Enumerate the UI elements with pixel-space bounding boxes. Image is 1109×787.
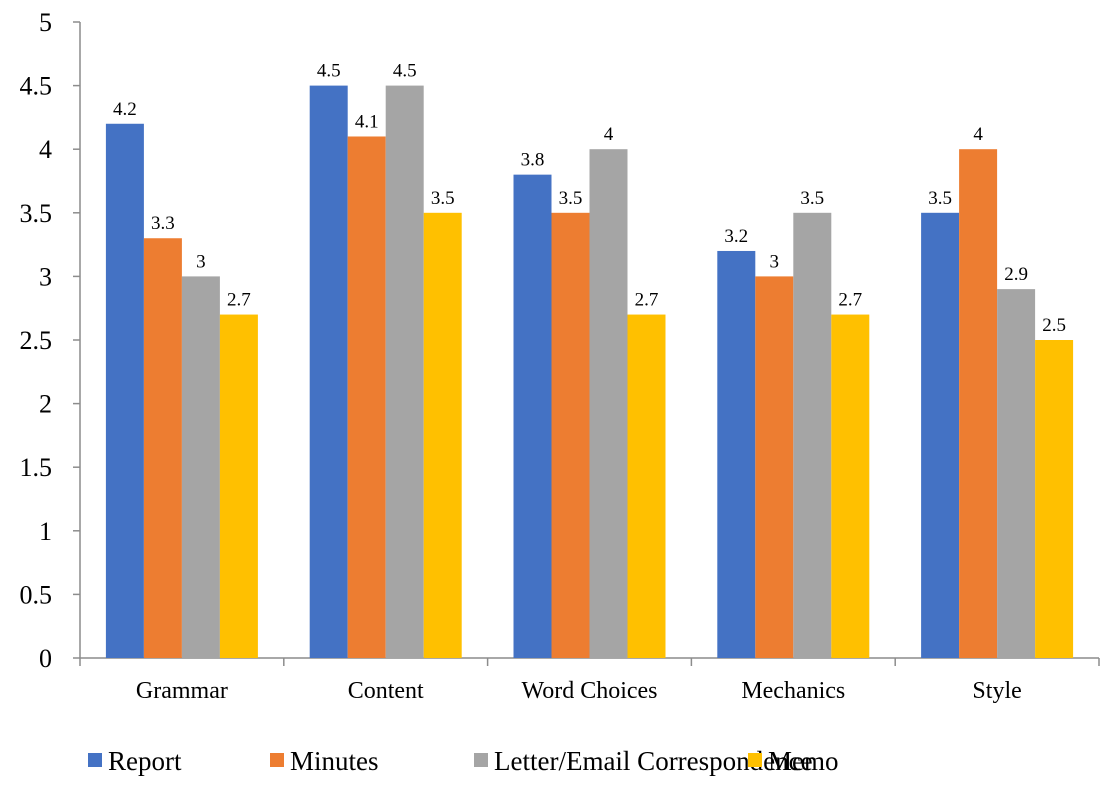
bar-minutes xyxy=(143,238,182,659)
data-label: 4.5 xyxy=(317,61,341,82)
y-tick-label: 5 xyxy=(39,8,52,37)
legend-label: Memo xyxy=(768,746,839,776)
y-tick-label: 4.5 xyxy=(20,72,53,101)
bar-memo xyxy=(1035,340,1074,658)
bar-letter-email-correspondence xyxy=(181,276,220,658)
bar-memo xyxy=(627,314,666,658)
data-label: 4.1 xyxy=(355,111,379,132)
x-category-label: Content xyxy=(348,678,424,704)
data-label: 2.5 xyxy=(1042,315,1066,336)
bar-report xyxy=(105,123,144,658)
data-label: 3.2 xyxy=(724,226,748,247)
axes: 0 0.5 1 1.5 2 2.5 3 3.5 4 4.5 5 Grammar Content Word … xyxy=(20,8,1100,704)
data-label: 3.5 xyxy=(928,188,952,209)
y-tick-label: 3.5 xyxy=(20,199,53,228)
data-label: 4 xyxy=(604,124,614,145)
bar-minutes xyxy=(959,149,998,658)
x-category-label: Word Choices xyxy=(521,678,657,704)
y-tick-label: 2 xyxy=(39,390,52,419)
y-tick-label: 1 xyxy=(39,517,52,546)
legend-swatch xyxy=(88,753,102,767)
bar-memo xyxy=(831,314,870,658)
x-category-label: Style xyxy=(972,678,1021,704)
data-labels: 4.2 3.3 3 2.7 4.5 4.1 4.5 3.5 3.8 3.5 4 2.7 3.2 3 3.5 2… xyxy=(113,61,1066,336)
data-label: 4.5 xyxy=(393,61,417,82)
bar-minutes xyxy=(347,136,386,659)
legend-swatch xyxy=(270,753,284,767)
data-label: 2.9 xyxy=(1004,264,1028,285)
y-tick-label: 3 xyxy=(39,262,52,291)
data-label: 3 xyxy=(770,251,780,272)
bar-memo xyxy=(423,212,462,659)
y-tick-label: 2.5 xyxy=(20,326,53,355)
x-category-label: Mechanics xyxy=(741,678,845,704)
legend-swatch xyxy=(474,753,488,767)
legend-label: Report xyxy=(108,746,182,776)
data-label: 3.8 xyxy=(521,150,545,171)
data-label: 2.7 xyxy=(838,290,862,311)
bars xyxy=(105,85,1074,659)
bar-report xyxy=(921,212,960,659)
legend-label: Minutes xyxy=(290,746,379,776)
bar-report xyxy=(513,174,552,658)
legend-label: Letter/Email Correspondence xyxy=(494,746,813,776)
bar-letter-email-correspondence xyxy=(997,289,1036,658)
x-category-label: Grammar xyxy=(136,678,228,704)
data-label: 4 xyxy=(973,124,983,145)
y-tick-label: 0 xyxy=(39,644,52,673)
bar-minutes xyxy=(755,276,794,658)
data-label: 3.5 xyxy=(431,188,455,209)
legend-swatch xyxy=(748,753,762,767)
data-label: 2.7 xyxy=(635,290,659,311)
bar-letter-email-correspondence xyxy=(385,85,424,659)
data-label: 3 xyxy=(196,251,206,272)
y-tick-label: 4 xyxy=(39,135,52,164)
data-label: 4.2 xyxy=(113,99,137,120)
data-label: 3.3 xyxy=(151,213,175,234)
data-label: 3.5 xyxy=(800,188,824,209)
bar-letter-email-correspondence xyxy=(589,149,628,658)
y-tick-label: 0.5 xyxy=(20,580,53,609)
bar-report xyxy=(717,250,756,658)
y-tick-label: 1.5 xyxy=(20,453,53,482)
bar-report xyxy=(309,85,348,659)
bar-minutes xyxy=(551,212,590,659)
data-label: 2.7 xyxy=(227,290,251,311)
bar-memo xyxy=(219,314,258,658)
legend: Report Minutes Letter/Email Correspondence… xyxy=(88,746,839,776)
bar-letter-email-correspondence xyxy=(793,212,832,659)
data-label: 3.5 xyxy=(559,188,583,209)
